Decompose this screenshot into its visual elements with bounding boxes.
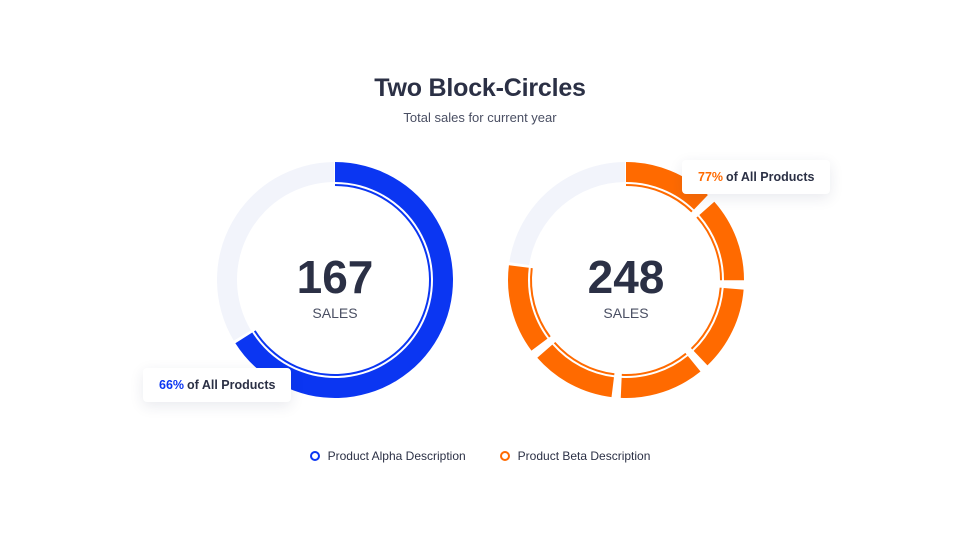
- donut-chart-beta: 248 SALES: [508, 162, 744, 398]
- legend-label-beta: Product Beta Description: [517, 449, 651, 463]
- legend-item-beta: Product Beta Description: [499, 449, 651, 463]
- donut-chart-alpha: 167 SALES: [216, 162, 453, 398]
- center-value: 167: [297, 251, 374, 303]
- callout-alpha: 66% of All Products: [143, 368, 292, 402]
- center-value: 248: [588, 251, 665, 303]
- donut-track: [509, 162, 626, 266]
- chart-subtitle: Total sales for current year: [403, 110, 557, 125]
- donut-inner-ring: [621, 352, 687, 376]
- callout-alpha-percent: 66%: [159, 378, 185, 392]
- callout-beta-text: of All Products: [726, 170, 815, 184]
- callout-beta-percent: 77%: [698, 170, 724, 184]
- callout-alpha-text: of All Products: [187, 378, 276, 392]
- donut-track: [216, 162, 335, 341]
- donut-segment: [508, 265, 548, 351]
- center-label: SALES: [312, 305, 357, 321]
- legend: Product Alpha Description Product Beta D…: [0, 449, 960, 463]
- legend-marker-alpha: [309, 451, 320, 461]
- legend-item-alpha: Product Alpha Description: [309, 449, 466, 463]
- chart-title: Two Block-Circles: [374, 74, 586, 102]
- donut-segment: [620, 355, 701, 398]
- callout-beta: 77% of All Products: [682, 160, 831, 194]
- donut-segment: [626, 162, 708, 210]
- legend-label-alpha: Product Alpha Description: [327, 449, 466, 463]
- donut-segment: [693, 287, 744, 366]
- legend-marker-beta: [499, 451, 510, 461]
- center-label: SALES: [603, 305, 648, 321]
- donut-segment: [537, 344, 614, 398]
- donut-segment: [699, 201, 744, 281]
- donut-inner-ring: [530, 267, 551, 338]
